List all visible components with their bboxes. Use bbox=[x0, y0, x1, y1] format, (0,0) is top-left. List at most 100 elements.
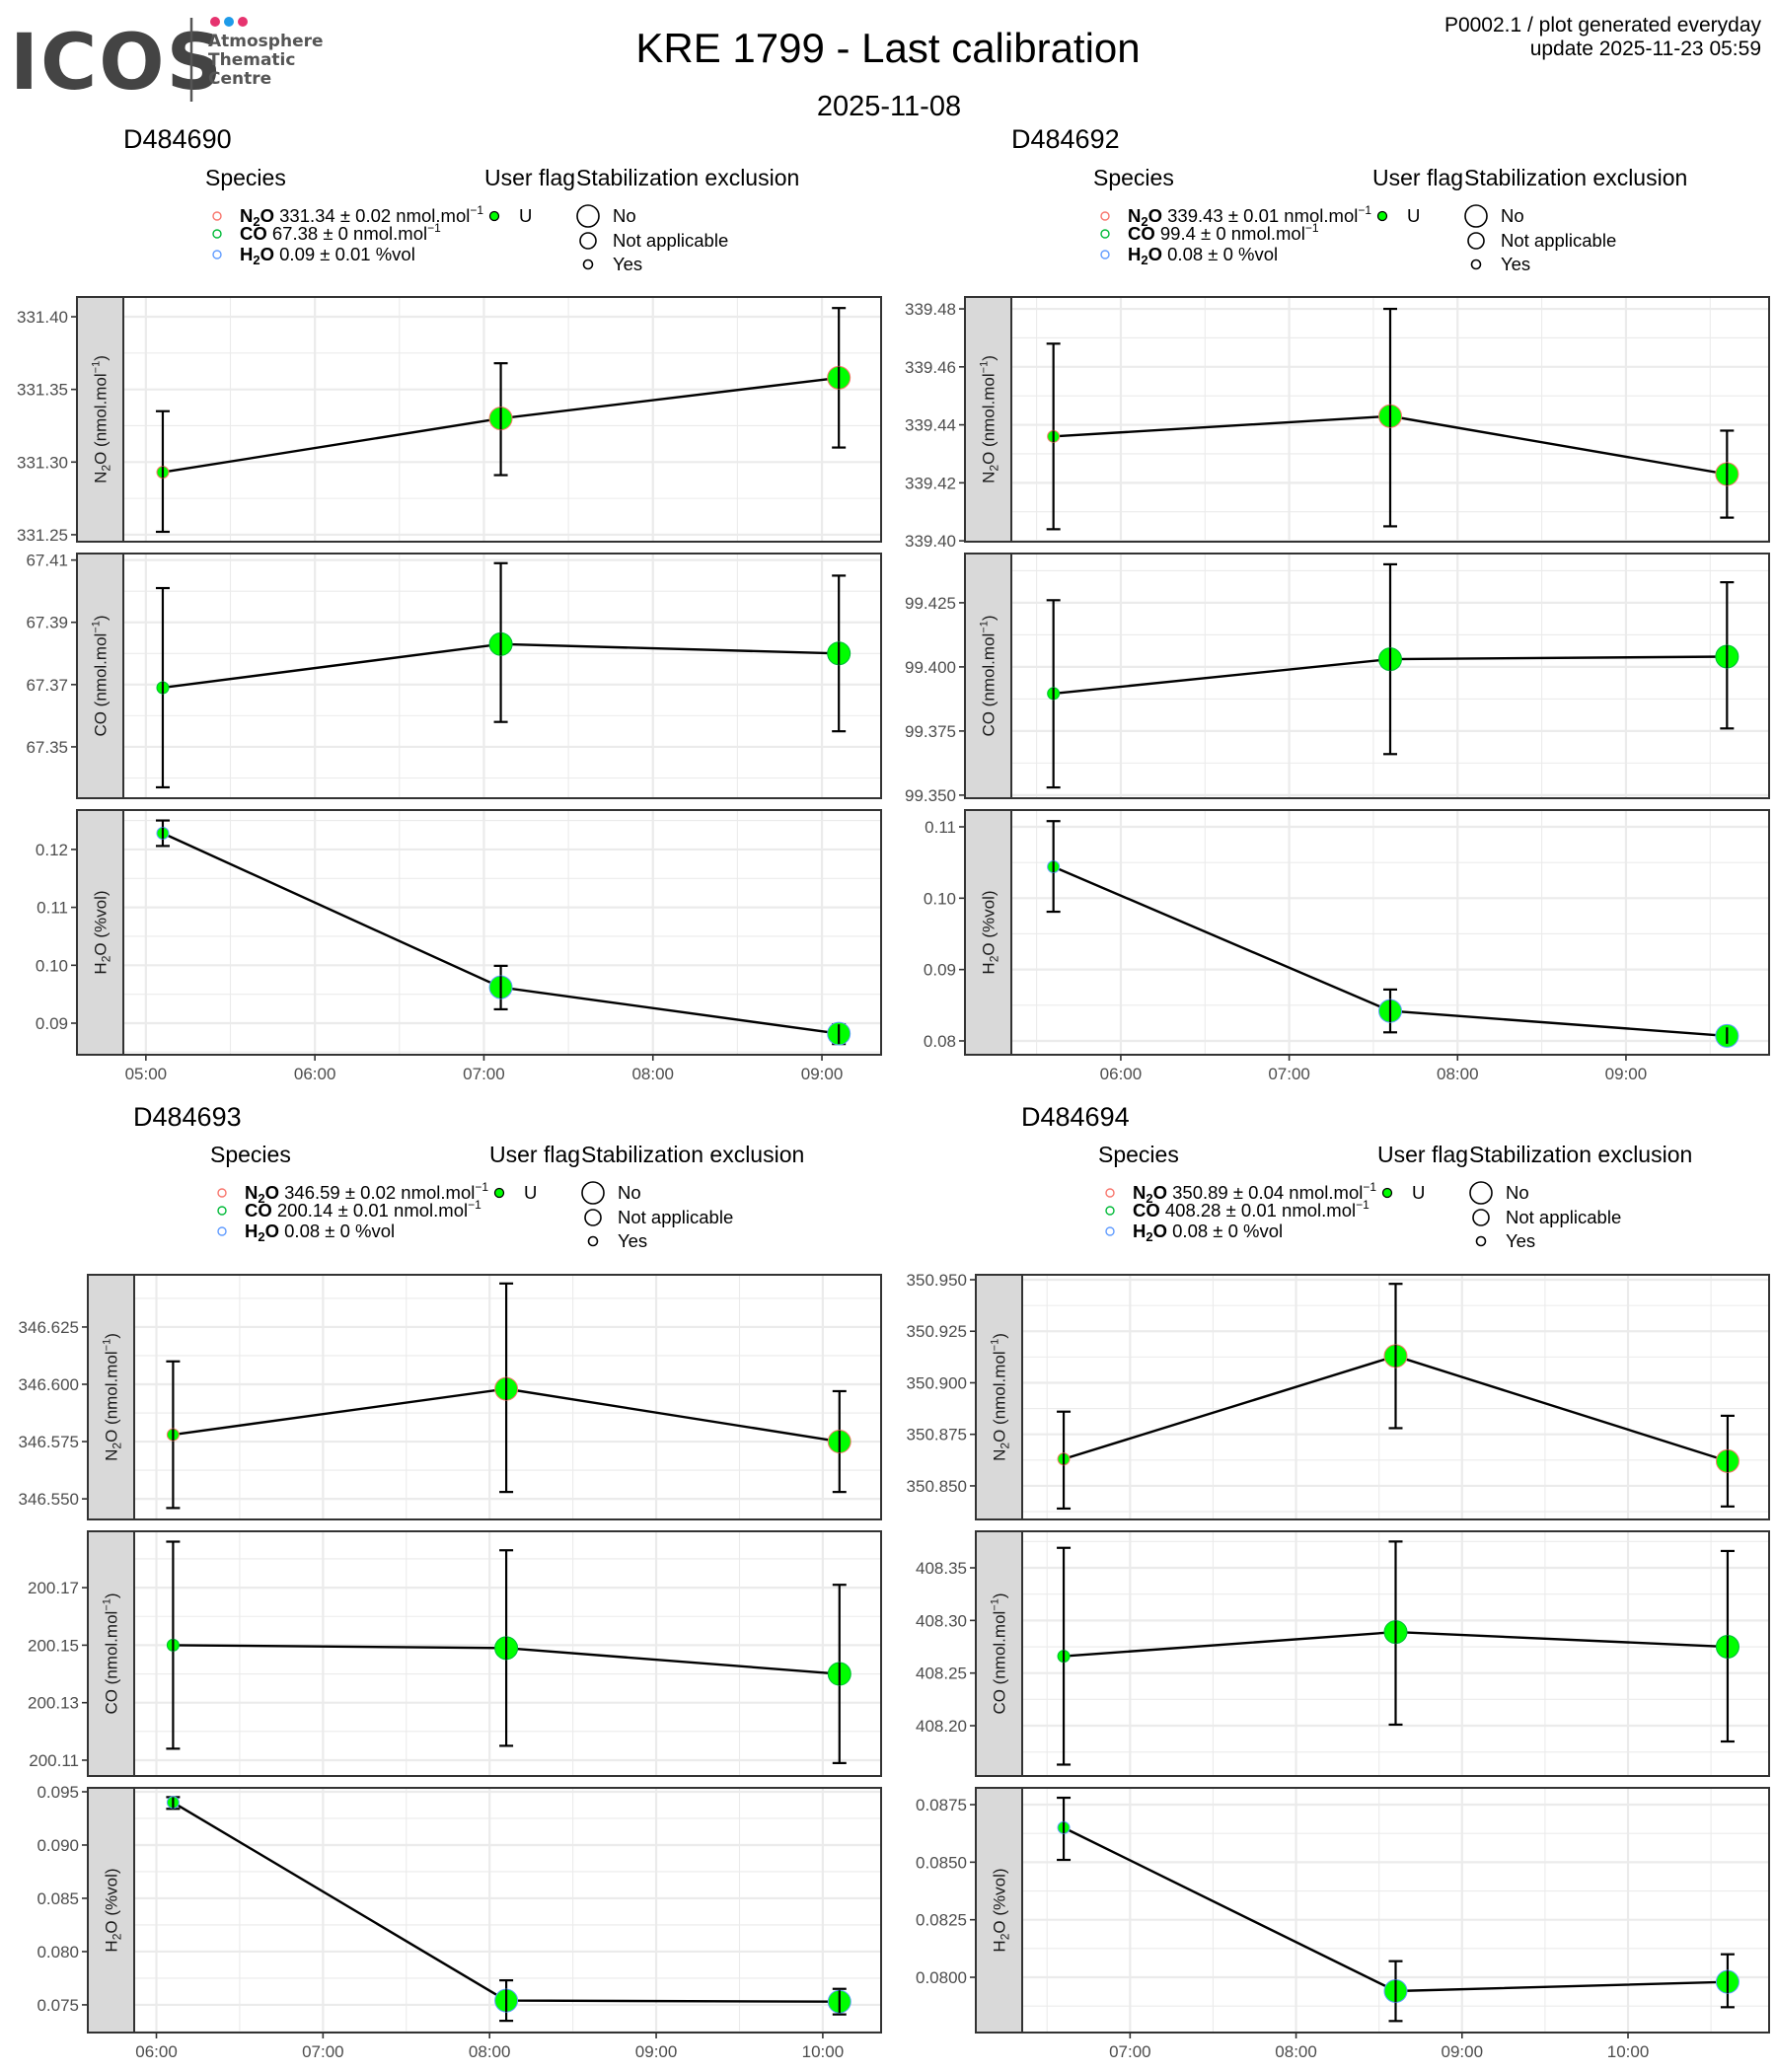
y-tick-label: 339.46 bbox=[905, 358, 956, 377]
y-tick-label: 67.37 bbox=[26, 676, 68, 695]
legend-user-flag-value: U bbox=[1412, 1182, 1425, 1203]
legend-title-user-flag: User flag bbox=[1377, 1142, 1468, 1167]
y-tick-label: 346.575 bbox=[19, 1433, 79, 1451]
plot-frame bbox=[76, 296, 882, 543]
legend-user-flag-value: U bbox=[519, 205, 532, 226]
legend-user-flag-value: U bbox=[524, 1182, 537, 1203]
legend-stabilization-not-applicable-icon bbox=[584, 1209, 602, 1226]
plot-h2o: 0.08 0.09 0.10 0.11 H2O (%vol) bbox=[924, 809, 1770, 1056]
y-tick-label: 67.41 bbox=[26, 552, 68, 570]
plot-background bbox=[965, 554, 1769, 798]
legend-user-flag-value: U bbox=[1407, 205, 1420, 226]
meta-generated: P0002.1 / plot generated everyday bbox=[1444, 14, 1762, 37]
x-tick-label: 10:00 bbox=[802, 2042, 845, 2061]
facet-strip-label: N2O (nmol.mol−1) bbox=[979, 355, 1001, 483]
legend-species-h2o: H2O 0.08 ± 0 %vol bbox=[1133, 1221, 1283, 1244]
x-tick-label: 10:00 bbox=[1607, 2042, 1650, 2061]
panel-title: D484693 bbox=[133, 1102, 242, 1132]
y-tick-label: 346.625 bbox=[19, 1318, 79, 1337]
panel-title: D484694 bbox=[1021, 1102, 1130, 1132]
plot-frame bbox=[87, 1530, 882, 1777]
legend-species-co: CO 67.38 ± 0 nmol.mol−1 bbox=[240, 221, 441, 244]
legend-stabilization-not-applicable-icon bbox=[1472, 1209, 1490, 1226]
page-subtitle-date: 2025-11-08 bbox=[817, 91, 961, 122]
legend-stabilization-no: No bbox=[1506, 1182, 1529, 1203]
y-tick-label: 0.0850 bbox=[916, 1853, 967, 1872]
y-tick-label: 67.39 bbox=[26, 614, 68, 632]
facet-strip-label: N2O (nmol.mol−1) bbox=[102, 1333, 124, 1461]
plot-h2o: 0.09 0.10 0.11 0.12 H2O (%vol) bbox=[36, 809, 882, 1056]
y-tick-label: 0.095 bbox=[37, 1783, 79, 1802]
logo-wordmark: ICOS bbox=[10, 19, 224, 108]
legend-species-h2o-icon bbox=[212, 250, 222, 259]
x-tick-label: 08:00 bbox=[1275, 2042, 1317, 2061]
plot-background bbox=[77, 554, 881, 798]
facet-strip bbox=[975, 1274, 1023, 1520]
y-tick-label: 67.35 bbox=[26, 738, 68, 757]
y-tick-label: 200.17 bbox=[28, 1579, 79, 1597]
plot-background bbox=[77, 810, 881, 1055]
legend-stabilization-not-applicable-icon bbox=[1467, 232, 1485, 250]
plot-frame bbox=[76, 553, 882, 799]
x-tick-label: 07:00 bbox=[1109, 2042, 1151, 2061]
facet-strip-label: CO (nmol.mol−1) bbox=[91, 615, 111, 736]
legend-stabilization-no-icon bbox=[576, 204, 600, 228]
x-tick-label: 09:00 bbox=[801, 1065, 844, 1083]
x-tick-label: 05:00 bbox=[125, 1065, 168, 1083]
legend-user-flag-icon bbox=[1381, 1187, 1393, 1199]
x-tick-label: 06:00 bbox=[135, 2042, 178, 2061]
y-tick-label: 0.11 bbox=[925, 818, 956, 837]
y-tick-label: 331.35 bbox=[17, 381, 68, 400]
y-tick-label: 331.25 bbox=[17, 526, 68, 545]
legend-title-species: Species bbox=[1093, 165, 1174, 190]
logo-dot-1-icon bbox=[210, 17, 220, 27]
y-tick-label: 408.30 bbox=[916, 1611, 967, 1630]
icos-logo: ICOS Atmosphere Thematic Centre bbox=[10, 17, 324, 108]
plot-frame bbox=[76, 809, 882, 1056]
plot-co: 67.35 67.37 67.39 67.41 CO (nmol.mol−1) bbox=[26, 552, 882, 799]
y-tick-label: 408.25 bbox=[916, 1665, 967, 1683]
x-tick-label: 07:00 bbox=[463, 1065, 505, 1083]
legend-title-stabilization: Stabilization exclusion bbox=[581, 1142, 804, 1167]
legend-species-co: CO 99.4 ± 0 nmol.mol−1 bbox=[1128, 221, 1319, 244]
legend-species-n2o-icon bbox=[1100, 211, 1110, 221]
legend-species-n2o-icon bbox=[1105, 1188, 1115, 1198]
legend-stabilization-no-icon bbox=[1464, 204, 1488, 228]
facet-strip-label: N2O (nmol.mol−1) bbox=[990, 1333, 1012, 1461]
plot-frame bbox=[87, 1274, 882, 1520]
legend-title-stabilization: Stabilization exclusion bbox=[576, 165, 799, 190]
plot-background bbox=[965, 297, 1769, 542]
x-tick-label: 09:00 bbox=[1442, 2042, 1484, 2061]
legend-species-h2o: H2O 0.08 ± 0 %vol bbox=[1128, 244, 1278, 267]
y-tick-label: 99.375 bbox=[905, 722, 956, 741]
y-tick-label: 200.15 bbox=[28, 1636, 79, 1655]
plot-frame bbox=[964, 809, 1770, 1056]
legend-title-species: Species bbox=[1098, 1142, 1179, 1167]
legend-stabilization-not-applicable: Not applicable bbox=[1501, 230, 1616, 251]
meta-update: update 2025-11-23 05:59 bbox=[1530, 37, 1761, 60]
y-tick-label: 0.090 bbox=[37, 1836, 79, 1855]
plot-background bbox=[77, 297, 881, 542]
legend-species-co-icon bbox=[1100, 229, 1110, 239]
plot-h2o: 0.0800 0.0825 0.0850 0.0875 H2O (%vol) bbox=[916, 1787, 1770, 2034]
y-tick-label: 99.425 bbox=[905, 594, 956, 613]
facet-strip bbox=[76, 553, 124, 799]
x-tick-label: 07:00 bbox=[1268, 1065, 1310, 1083]
legend-species-h2o: H2O 0.09 ± 0.01 %vol bbox=[240, 244, 415, 267]
legend-stabilization-not-applicable: Not applicable bbox=[613, 230, 728, 251]
y-tick-label: 0.0825 bbox=[916, 1911, 967, 1930]
legend-species-n2o-icon bbox=[212, 211, 222, 221]
y-tick-label: 350.850 bbox=[907, 1477, 967, 1496]
legend-species-h2o-icon bbox=[217, 1226, 227, 1236]
legend-stabilization-yes-icon bbox=[1475, 1235, 1487, 1247]
y-tick-label: 0.10 bbox=[36, 956, 68, 975]
legend-species-n2o: N2O 331.34 ± 0.02 nmol.mol−1 bbox=[240, 203, 483, 229]
y-tick-label: 339.48 bbox=[905, 300, 956, 319]
y-tick-label: 200.11 bbox=[29, 1751, 79, 1770]
panel-legend: Species User flag Stabilization exclusion N… bbox=[1093, 165, 1687, 274]
panel-legend: Species User flag Stabilization exclusion N… bbox=[1098, 1142, 1692, 1251]
plot-frame bbox=[87, 1787, 882, 2034]
legend-title-species: Species bbox=[210, 1142, 291, 1167]
panel-title: D484690 bbox=[123, 124, 232, 154]
